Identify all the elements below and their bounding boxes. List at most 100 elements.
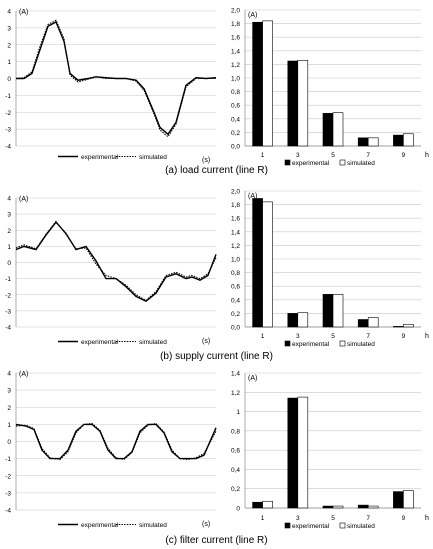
c-harm-xlabel: h [425,515,429,522]
a-harm-xtick: 5 [331,152,335,159]
b-harm-ytick: 2,0 [231,189,240,196]
b-harm-ytick: 0,0 [231,325,240,332]
a-wave-ytick: 3 [7,25,11,32]
b-harm-xtick: 1 [261,333,265,340]
a-wave-ytick: 1 [7,59,11,66]
b-harm-bar-experimental-h3 [287,313,299,328]
b-wave-series-simulated-line [15,220,217,302]
b-wave-ytick: 3 [7,212,11,219]
c-harm-bar-simulated-h1 [262,500,273,509]
a-harm-xtick: 3 [296,152,300,159]
a-harm-bar-experimental-h5 [322,113,334,147]
a-wave-ytick: 2 [7,42,11,49]
c-wave-series-experimental-line [15,423,217,460]
b-harm-ytick: 0,2 [231,311,240,318]
c-wave-legend-label: experimental [81,522,119,529]
a-harm-legend-label: simulated [347,160,375,167]
c-harm-bar-simulated-h3 [297,396,309,509]
a-harm-xtick: 1 [261,152,265,159]
c-harm-bar-simulated-h5 [332,505,344,509]
a-harm-bar-simulated-h1 [262,20,273,147]
caption-a: (a) load current (line R) [165,165,268,176]
b-harm-bar-experimental-h9 [393,326,404,328]
a-wave-ylabel: (A) [19,9,28,16]
caption-b: (b) supply current (line R) [160,351,273,362]
b-wave-ytick: -4 [5,325,11,332]
b-harm-ytick: 0,8 [231,270,240,277]
b-harm-bar-simulated-h9 [403,323,414,328]
b-wave-ytick: 2 [7,228,11,235]
c-harm-ytick: 0,2 [231,486,240,493]
b-harm-bar-simulated-h5 [332,294,344,328]
c-harm-ytick: 1,4 [231,371,240,378]
b-harm-xtick: 9 [402,333,406,340]
c-wave-legend-label: simulated [139,522,167,529]
b-harm-ylabel: (A) [248,193,257,200]
c-wave-ytick: -2 [5,473,11,480]
a-wave-xlabel: (s) [202,157,210,164]
a-harm-bar-experimental-h3 [287,60,299,147]
c-harm-xtick: 7 [366,515,370,522]
c-harm-xtick: 9 [402,515,406,522]
b-harm-bar-simulated-h1 [262,201,273,328]
a-harm-xtick: 9 [402,152,406,159]
c-wave-ylabel: (A) [19,371,28,378]
c-harm-legend-label: simulated [347,523,375,530]
a-harm-ytick: 0,8 [231,89,240,96]
a-wave-ytick: -3 [5,127,11,134]
c-harm-legend-swatch [284,522,291,529]
c-harm-bar-simulated-h7 [367,505,379,509]
b-wave-xlabel: (s) [202,338,210,345]
b-harm-xlabel: h [425,333,429,340]
c-harm-ytick: 0,6 [231,448,240,455]
c-harm-xtick: 1 [261,515,265,522]
b-wave-legend-label: simulated [139,339,167,346]
b-wave-ytick: 4 [7,196,11,203]
c-harm-xtick: 3 [296,515,300,522]
b-wave-ylabel: (A) [19,196,28,203]
a-wave-series-simulated-line [15,19,216,138]
b-harm-ytick: 1,6 [231,216,240,223]
c-harm-bar-experimental-h7 [357,504,369,509]
b-harm-bar-simulated-h7 [367,317,379,328]
a-harm-ylabel: (A) [248,12,257,19]
c-harm-bar-simulated-h9 [403,490,414,509]
a-wave-legend-label: simulated [139,154,167,161]
a-harm-bar-simulated-h5 [332,112,344,147]
a-harm-bar-simulated-h7 [367,137,379,147]
a-wave-series-experimental-line [16,21,217,136]
c-harm-legend-label: experimental [292,523,330,530]
a-harm-bar-experimental-h9 [393,134,404,147]
a-harm-ytick: 0,4 [231,116,240,123]
c-harm-bar-experimental-h9 [393,491,404,509]
b-harm-legend-swatch [339,340,346,347]
b-harm-legend-label: experimental [292,341,330,348]
c-harm-ytick: 1 [236,409,240,416]
b-harm-ytick: 0,4 [231,297,240,304]
a-harm-xtick: 7 [366,152,370,159]
a-wave-ytick: -4 [5,144,11,151]
b-harm-ytick: 1,8 [231,202,240,209]
c-harm-legend-swatch [339,522,346,529]
b-wave-ytick: -1 [5,276,11,283]
a-harm-bar-experimental-h1 [252,21,263,147]
a-harm-legend-swatch [339,159,346,166]
c-wave-ytick: 3 [7,388,11,395]
c-wave-ytick: -4 [5,508,11,515]
a-harm-ytick: 1,8 [231,21,240,28]
b-harm-ytick: 1,0 [231,257,240,264]
a-wave-ytick: -1 [5,93,11,100]
c-harm-bar-experimental-h3 [287,397,299,509]
b-harm-ytick: 1,2 [231,243,240,250]
a-wave-legend-label: experimental [81,154,119,161]
c-harm-ytick: 0,8 [231,428,240,435]
a-wave-ytick: 4 [7,9,11,16]
c-harm-bar-experimental-h1 [252,501,263,509]
b-harm-legend-swatch [284,340,291,347]
a-harm-bar-simulated-h3 [297,60,309,147]
b-harm-bar-experimental-h1 [252,198,263,328]
c-harm-ytick: 0 [236,506,240,513]
b-harm-legend-label: simulated [347,341,375,348]
b-harm-bar-experimental-h7 [357,319,369,328]
c-wave-ytick: -1 [5,456,11,463]
